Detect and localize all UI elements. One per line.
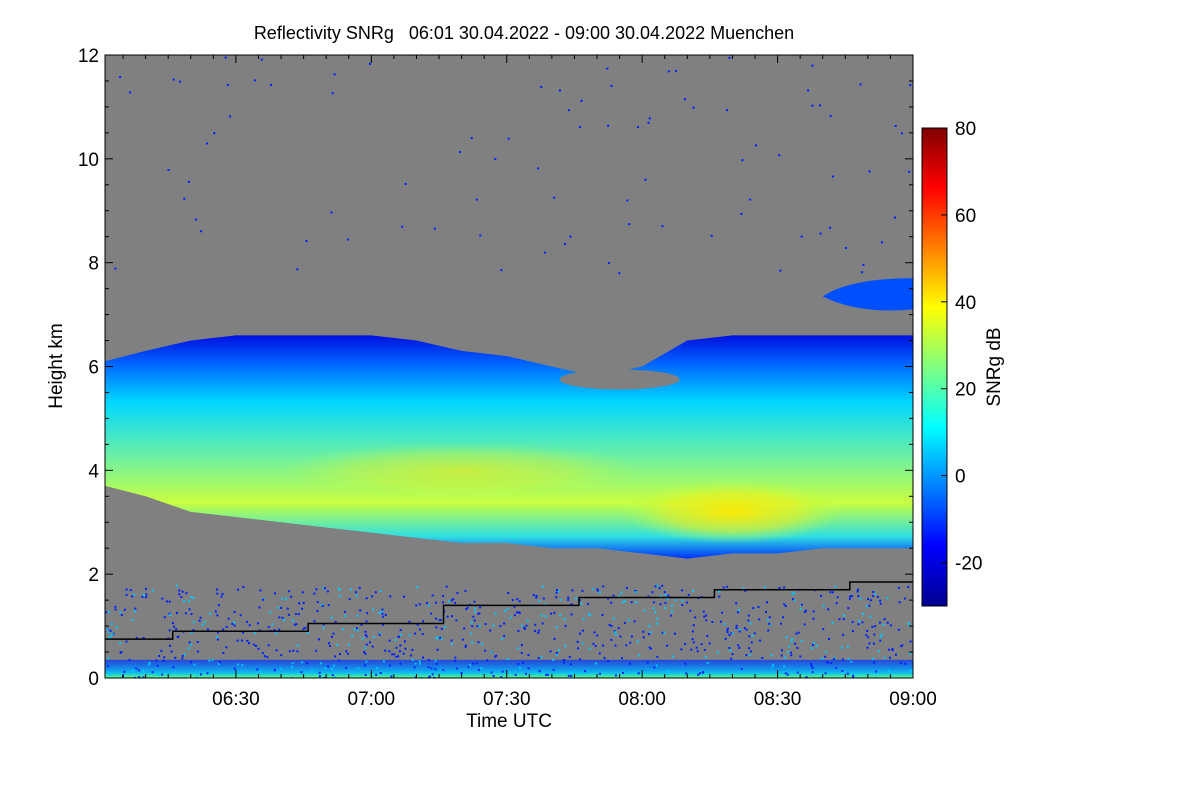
chart-title: Reflectivity SNRg 06:01 30.04.2022 - 09:… [254,23,794,43]
x-tick-label: 09:00 [889,689,937,710]
y-tick-label: 4 [88,461,99,482]
colorbar-tick-label: -20 [955,554,982,575]
cloud-gap [559,369,680,390]
colorbar-gradient [921,127,948,607]
y-tick-label: 10 [78,150,99,171]
cloud-core [622,479,843,544]
x-tick-label: 07:00 [348,689,396,710]
x-axis-label: Time UTC [466,711,552,732]
colorbar-tick-label: 60 [955,206,976,227]
y-tick-label: 8 [88,254,99,275]
colorbar-tick-label: 40 [955,293,976,314]
x-tick-label: 07:30 [483,689,531,710]
x-axis: 06:30 07:00 07:30 08:00 08:30 09:00 [122,55,937,710]
noise-speckles [105,56,913,678]
y-tick-label: 0 [88,669,99,690]
y-tick-label: 2 [88,565,99,586]
upper-cloud-patch [822,278,913,311]
x-tick-label: 08:30 [754,689,802,710]
surface-clutter [105,659,913,678]
colorbar: -20 0 20 40 60 80 [921,119,982,607]
colorbar-tick-label: 80 [955,119,976,140]
y-tick-label: 12 [78,46,99,67]
y-tick-label: 6 [88,358,99,379]
y-axis-label: Height km [46,323,67,409]
colorbar-label: SNRg dB [984,327,1005,406]
colorbar-tick-label: 0 [955,467,966,488]
cloud-core-band [281,442,642,499]
x-tick-label: 08:00 [618,689,666,710]
x-tick-label: 06:30 [212,689,260,710]
boundary-layer-line [105,581,913,640]
plot-area [105,56,913,678]
y-axis: 0 2 4 6 8 10 12 [78,46,913,690]
colorbar-tick-label: 20 [955,380,976,401]
